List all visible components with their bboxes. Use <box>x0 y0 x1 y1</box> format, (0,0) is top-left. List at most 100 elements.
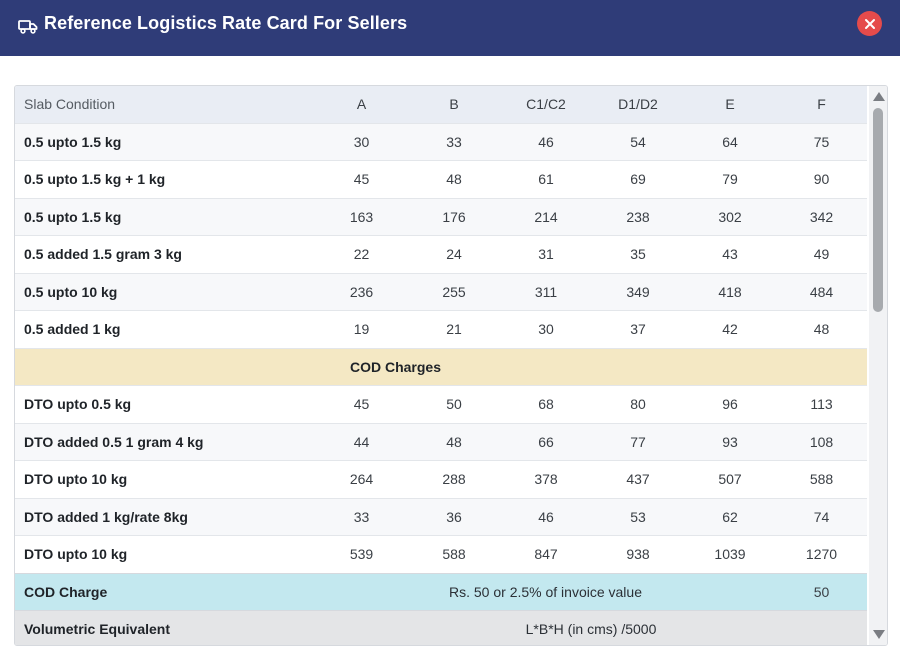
rate-cell: 19 <box>315 310 408 348</box>
table-row: 0.5 upto 1.5 kg 163 176 214 238 302 342 <box>15 197 867 236</box>
rate-cell: 588 <box>408 535 500 573</box>
rate-cell: 288 <box>408 460 500 498</box>
truck-icon <box>18 16 38 36</box>
rate-cell: 255 <box>408 272 500 311</box>
rate-cell: 418 <box>684 272 776 311</box>
table-row: 0.5 added 1.5 gram 3 kg 22 24 31 35 43 4… <box>15 235 867 273</box>
rate-cell: 311 <box>500 272 592 311</box>
column-header: B <box>408 86 500 123</box>
section-blank <box>776 347 867 386</box>
table-row: 0.5 added 1 kg 19 21 30 37 42 48 <box>15 310 867 348</box>
rate-cell: 48 <box>408 422 500 461</box>
cod-charge-text: Rs. 50 or 2.5% of invoice value <box>315 572 776 611</box>
rate-table: Slab Condition A B C1/C2 D1/D2 E F 0.5 u… <box>15 86 867 645</box>
rate-cell: 22 <box>315 235 408 273</box>
rate-cell: 36 <box>408 497 500 536</box>
rate-cell: 48 <box>776 310 867 348</box>
slab-label: 0.5 upto 1.5 kg <box>15 122 315 161</box>
rate-cell: 302 <box>684 197 776 236</box>
volumetric-formula: L*B*H (in cms) /5000 <box>315 610 867 645</box>
rate-cell: 66 <box>500 422 592 461</box>
rate-cell: 33 <box>408 122 500 161</box>
slab-label: DTO upto 0.5 kg <box>15 385 315 423</box>
rate-cell: 90 <box>776 160 867 198</box>
rate-cell: 484 <box>776 272 867 311</box>
rate-cell: 61 <box>500 160 592 198</box>
rate-cell: 48 <box>408 160 500 198</box>
slab-label: 0.5 added 1 kg <box>15 310 315 348</box>
rate-cell: 1039 <box>684 535 776 573</box>
rate-cell: 264 <box>315 460 408 498</box>
slab-label: DTO added 1 kg/rate 8kg <box>15 497 315 536</box>
rate-cell: 77 <box>592 422 684 461</box>
rate-cell: 437 <box>592 460 684 498</box>
scrollbar-thumb[interactable] <box>873 108 883 312</box>
column-header: A <box>315 86 408 123</box>
rate-cell: 236 <box>315 272 408 311</box>
slab-label: 0.5 upto 1.5 kg <box>15 197 315 236</box>
table-row: DTO added 1 kg/rate 8kg 33 36 46 53 62 7… <box>15 497 867 536</box>
section-title: COD Charges <box>15 347 776 386</box>
scroll-down-arrow-icon[interactable] <box>873 630 885 639</box>
close-button[interactable] <box>857 11 882 36</box>
rate-cell: 62 <box>684 497 776 536</box>
rate-cell: 21 <box>408 310 500 348</box>
slab-label: DTO added 0.5 1 gram 4 kg <box>15 422 315 461</box>
rate-cell: 31 <box>500 235 592 273</box>
table-row: DTO upto 0.5 kg 45 50 68 80 96 113 <box>15 385 867 423</box>
rate-cell: 30 <box>315 122 408 161</box>
rate-cell: 45 <box>315 160 408 198</box>
rate-cell: 539 <box>315 535 408 573</box>
cod-charge-value: 50 <box>776 572 867 611</box>
vertical-scrollbar[interactable] <box>869 86 887 645</box>
rate-cell: 49 <box>776 235 867 273</box>
rate-cell: 108 <box>776 422 867 461</box>
rate-cell: 176 <box>408 197 500 236</box>
rate-cell: 96 <box>684 385 776 423</box>
rate-cell: 1270 <box>776 535 867 573</box>
rate-cell: 342 <box>776 197 867 236</box>
table-row: DTO added 0.5 1 gram 4 kg 44 48 66 77 93… <box>15 422 867 461</box>
volumetric-label: Volumetric Equivalent <box>15 610 315 645</box>
rate-cell: 44 <box>315 422 408 461</box>
rate-cell: 214 <box>500 197 592 236</box>
slab-label: DTO upto 10 kg <box>15 535 315 573</box>
rate-cell: 30 <box>500 310 592 348</box>
table-row: 0.5 upto 10 kg 236 255 311 349 418 484 <box>15 272 867 311</box>
rate-cell: 93 <box>684 422 776 461</box>
slab-label: 0.5 upto 1.5 kg + 1 kg <box>15 160 315 198</box>
rate-cell: 43 <box>684 235 776 273</box>
volumetric-row: Volumetric Equivalent L*B*H (in cms) /50… <box>15 610 867 645</box>
rate-table-panel: Slab Condition A B C1/C2 D1/D2 E F 0.5 u… <box>14 85 888 646</box>
rate-cell: 80 <box>592 385 684 423</box>
rate-cell: 37 <box>592 310 684 348</box>
scroll-up-arrow-icon[interactable] <box>873 92 885 101</box>
rate-cell: 847 <box>500 535 592 573</box>
rate-cell: 64 <box>684 122 776 161</box>
table-header-row: Slab Condition A B C1/C2 D1/D2 E F <box>15 86 867 123</box>
column-header: D1/D2 <box>592 86 684 123</box>
column-header: Slab Condition <box>15 86 315 123</box>
cod-charge-row: COD Charge Rs. 50 or 2.5% of invoice val… <box>15 572 867 611</box>
rate-cell: 50 <box>408 385 500 423</box>
rate-cell: 54 <box>592 122 684 161</box>
table-row: 0.5 upto 1.5 kg 30 33 46 54 64 75 <box>15 122 867 161</box>
rate-cell: 45 <box>315 385 408 423</box>
rate-cell: 79 <box>684 160 776 198</box>
cod-charge-label: COD Charge <box>15 572 315 611</box>
rate-cell: 69 <box>592 160 684 198</box>
rate-cell: 74 <box>776 497 867 536</box>
table-row: DTO upto 10 kg 264 288 378 437 507 588 <box>15 460 867 498</box>
table-row: 0.5 upto 1.5 kg + 1 kg 45 48 61 69 79 90 <box>15 160 867 198</box>
rate-cell: 378 <box>500 460 592 498</box>
rate-cell: 33 <box>315 497 408 536</box>
modal-header: Reference Logistics Rate Card For Seller… <box>0 0 900 56</box>
slab-label: 0.5 added 1.5 gram 3 kg <box>15 235 315 273</box>
rate-cell: 163 <box>315 197 408 236</box>
rate-cell: 46 <box>500 497 592 536</box>
table-row: DTO upto 10 kg 539 588 847 938 1039 1270 <box>15 535 867 573</box>
rate-cell: 68 <box>500 385 592 423</box>
rate-cell: 507 <box>684 460 776 498</box>
slab-label: DTO upto 10 kg <box>15 460 315 498</box>
